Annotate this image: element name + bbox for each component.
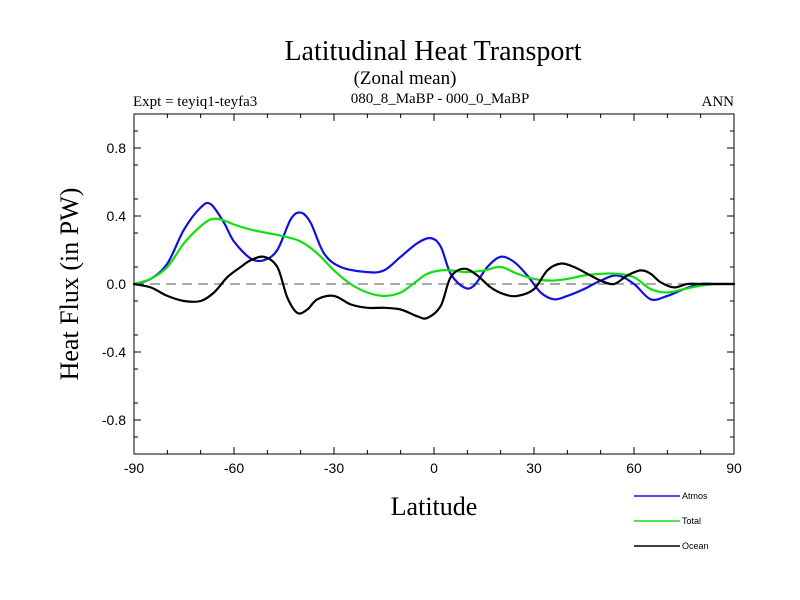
legend-label-ocean: Ocean xyxy=(682,541,709,551)
x-tick-label: -30 xyxy=(324,460,344,476)
period-label: 080_8_MaBP - 000_0_MaBP xyxy=(351,91,530,107)
y-tick-label: 0.4 xyxy=(107,208,127,224)
chart-subtitle: (Zonal mean) xyxy=(354,68,457,89)
chart-title: Latitudinal Heat Transport xyxy=(284,36,581,67)
data-series xyxy=(132,201,736,320)
x-tick-label: 0 xyxy=(430,460,438,476)
x-tick-label: 60 xyxy=(626,460,642,476)
season-label: ANN xyxy=(702,94,735,110)
x-tick-label: 30 xyxy=(526,460,542,476)
y-tick-label: 0.0 xyxy=(107,276,127,292)
x-tick-label: -60 xyxy=(224,460,244,476)
x-tick-label: -90 xyxy=(124,460,144,476)
axis-ticks: -90 -60 -30 0 30 60 90 -0.8 -0.4 0.0 0.4 0.8 xyxy=(102,114,742,476)
y-axis-label: Heat Flux (in PW) xyxy=(55,188,84,381)
series-line-atmos xyxy=(132,201,736,301)
x-tick-label: 90 xyxy=(726,460,742,476)
x-axis-label: Latitude xyxy=(391,492,478,521)
y-tick-label: -0.4 xyxy=(102,344,126,360)
experiment-label: Expt = teyiq1-teyfa3 xyxy=(133,94,257,110)
y-tick-label: 0.8 xyxy=(107,140,127,156)
legend: Atmos Total Ocean xyxy=(634,491,709,551)
series-line-ocean xyxy=(132,255,736,320)
y-tick-label: -0.8 xyxy=(102,412,126,428)
legend-label-atmos: Atmos xyxy=(682,491,708,501)
legend-label-total: Total xyxy=(682,516,701,526)
